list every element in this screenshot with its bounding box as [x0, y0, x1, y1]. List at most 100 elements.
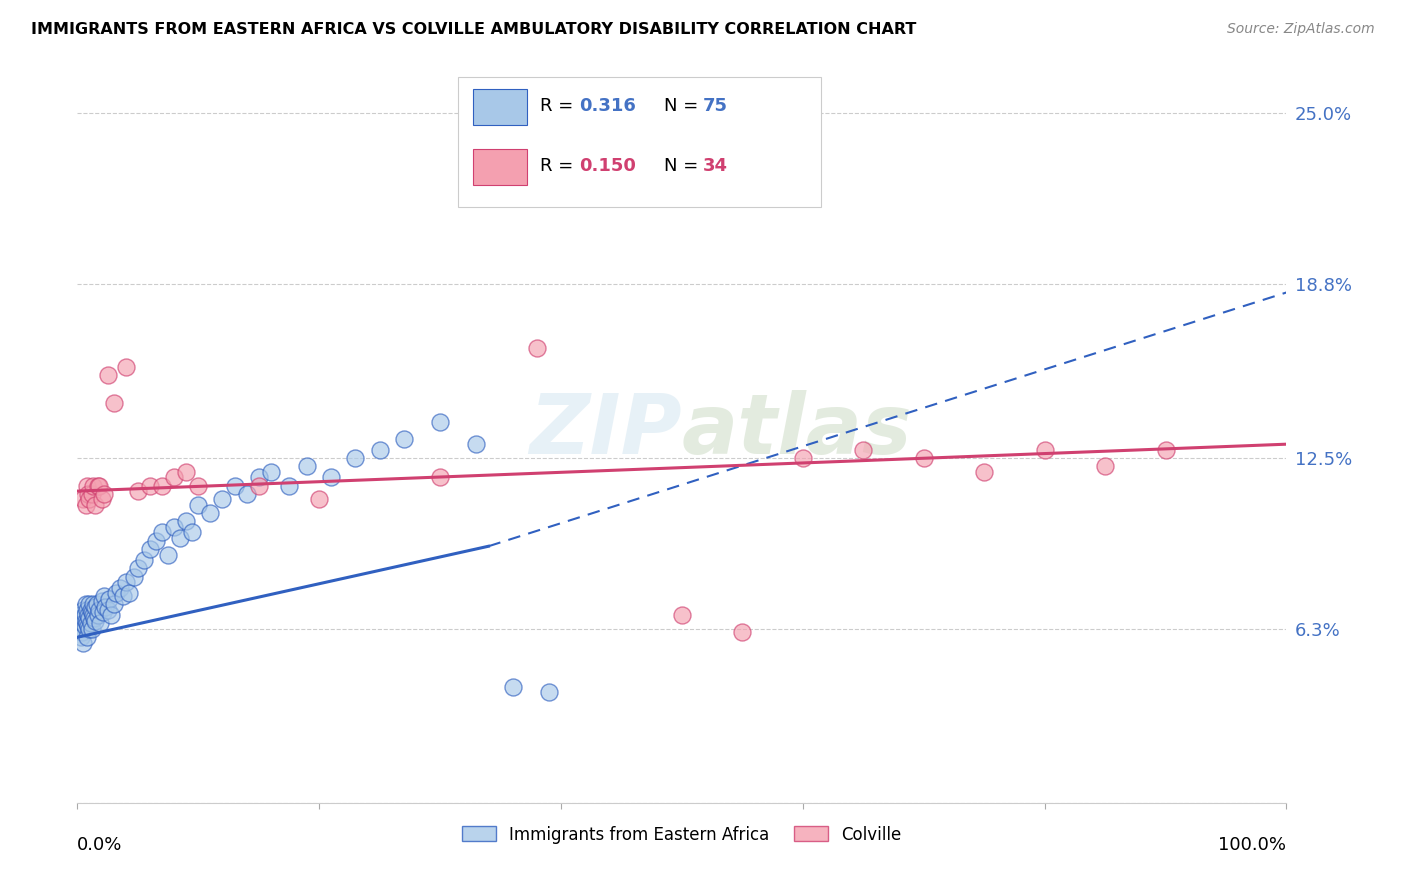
Point [157, 548, 180, 562]
Point [852, 442, 875, 457]
Point [76, 630, 98, 644]
Point [139, 541, 162, 556]
Point [69, 608, 91, 623]
Point [75, 614, 97, 628]
Point [80, 606, 103, 620]
Point [368, 442, 391, 457]
Point [90, 492, 112, 507]
Point [76, 616, 98, 631]
Point [224, 478, 246, 492]
Point [72, 616, 94, 631]
Point [82, 608, 104, 623]
Point [77, 608, 100, 623]
Point [80, 622, 103, 636]
Text: R =: R = [540, 157, 579, 175]
Point [132, 553, 155, 567]
Point [87, 603, 110, 617]
Point [118, 586, 141, 600]
Point [247, 470, 270, 484]
Point [139, 478, 162, 492]
Point [70, 614, 93, 628]
Point [181, 525, 204, 540]
Text: atlas: atlas [682, 390, 912, 471]
Point [973, 465, 995, 479]
Point [83, 611, 105, 625]
Point [671, 608, 693, 623]
Point [211, 492, 233, 507]
Point [247, 478, 270, 492]
Point [163, 470, 186, 484]
Point [73, 608, 96, 623]
Point [82, 478, 104, 492]
Point [792, 450, 814, 465]
Point [89, 616, 111, 631]
Point [112, 589, 135, 603]
Text: IMMIGRANTS FROM EASTERN AFRICA VS COLVILLE AMBULATORY DISABILITY CORRELATION CHA: IMMIGRANTS FROM EASTERN AFRICA VS COLVIL… [31, 22, 917, 37]
Bar [472, 149, 527, 185]
Point [163, 520, 186, 534]
Point [1094, 459, 1116, 474]
Text: 75: 75 [703, 97, 727, 115]
Point [94, 599, 117, 614]
Point [731, 624, 754, 639]
Text: Source: ZipAtlas.com: Source: ZipAtlas.com [1227, 22, 1375, 37]
Point [73, 619, 96, 633]
Point [96, 603, 118, 617]
Point [114, 575, 136, 590]
Point [502, 680, 524, 694]
Text: R =: R = [540, 97, 579, 115]
Point [90, 594, 112, 608]
Point [114, 359, 136, 374]
Point [91, 606, 114, 620]
Point [84, 599, 107, 614]
Point [72, 636, 94, 650]
Point [308, 492, 330, 507]
Point [105, 586, 128, 600]
Point [96, 368, 118, 383]
Point [912, 450, 935, 465]
Text: N =: N = [664, 157, 704, 175]
Point [69, 622, 91, 636]
Point [429, 415, 451, 429]
Point [392, 432, 415, 446]
Point [187, 478, 209, 492]
Text: N =: N = [664, 97, 704, 115]
Point [77, 487, 100, 501]
Text: 0.0%: 0.0% [77, 837, 122, 855]
Point [200, 506, 222, 520]
Point [70, 624, 93, 639]
Point [87, 478, 110, 492]
Point [127, 561, 149, 575]
Point [150, 525, 173, 540]
Point [344, 450, 367, 465]
Point [321, 470, 343, 484]
Point [75, 498, 97, 512]
Point [100, 608, 122, 623]
Point [235, 487, 257, 501]
Point [122, 569, 145, 583]
Text: 0.316: 0.316 [579, 97, 636, 115]
Point [70, 611, 93, 625]
Point [465, 437, 488, 451]
Point [82, 597, 104, 611]
Point [79, 611, 101, 625]
Text: 0.150: 0.150 [579, 157, 636, 175]
Point [75, 597, 97, 611]
Point [187, 498, 209, 512]
Point [169, 531, 191, 545]
Point [72, 492, 94, 507]
Point [174, 515, 197, 529]
Point [1154, 442, 1177, 457]
Point [93, 487, 115, 501]
Point [150, 478, 173, 492]
Point [72, 603, 94, 617]
Text: ZIP: ZIP [529, 390, 682, 471]
FancyBboxPatch shape [458, 77, 821, 207]
Text: 34: 34 [703, 157, 727, 175]
Point [93, 589, 115, 603]
Point [1033, 442, 1056, 457]
Point [103, 396, 125, 410]
Point [526, 341, 548, 355]
Point [278, 478, 301, 492]
Point [103, 597, 125, 611]
